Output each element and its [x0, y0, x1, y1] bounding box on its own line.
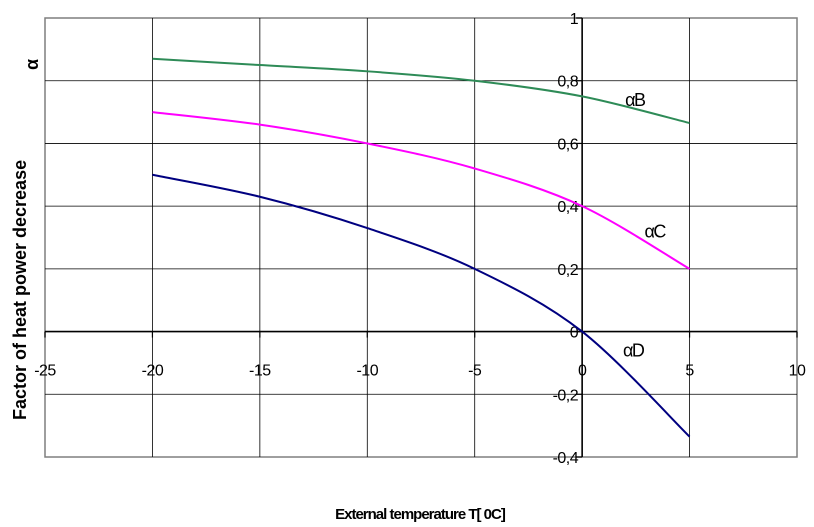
x-tick-label: 0: [578, 363, 587, 380]
y-tick-label: 0,4: [557, 199, 578, 216]
axes: [44, 17, 798, 458]
series-line: [152, 173, 691, 438]
x-tick-label: -25: [34, 363, 56, 380]
y-axis-symbol: α: [22, 59, 42, 70]
y-tick-label: 0: [570, 325, 579, 342]
x-tick-label: -10: [356, 363, 378, 380]
series-line: [152, 57, 690, 125]
y-tick-label: 1: [570, 11, 579, 28]
x-tick-label: -20: [142, 363, 164, 380]
series-label: αD: [623, 341, 645, 361]
series-lines: [152, 57, 691, 438]
x-tick-label: -5: [468, 363, 482, 380]
x-tick-label: 5: [685, 363, 694, 380]
y-tick-label: 0,8: [557, 74, 578, 91]
y-tick-label: 0,2: [557, 262, 578, 279]
y-tick-label: -0,2: [553, 387, 579, 404]
x-axis-label: External temperature T[ 0C]: [335, 506, 506, 523]
series-label: αB: [625, 90, 646, 110]
series-labels: αB αC αD: [623, 90, 668, 361]
x-tick-label: 10: [789, 363, 806, 380]
series-label: αC: [644, 222, 666, 242]
y-axis-label: Factor of heat power decrease: [10, 160, 30, 420]
plot-area: [44, 17, 798, 458]
y-tick-label: 0,6: [557, 136, 578, 153]
y-tick-label: -0,4: [553, 450, 579, 467]
series-line: [152, 111, 691, 270]
x-tick-label: -15: [249, 363, 271, 380]
